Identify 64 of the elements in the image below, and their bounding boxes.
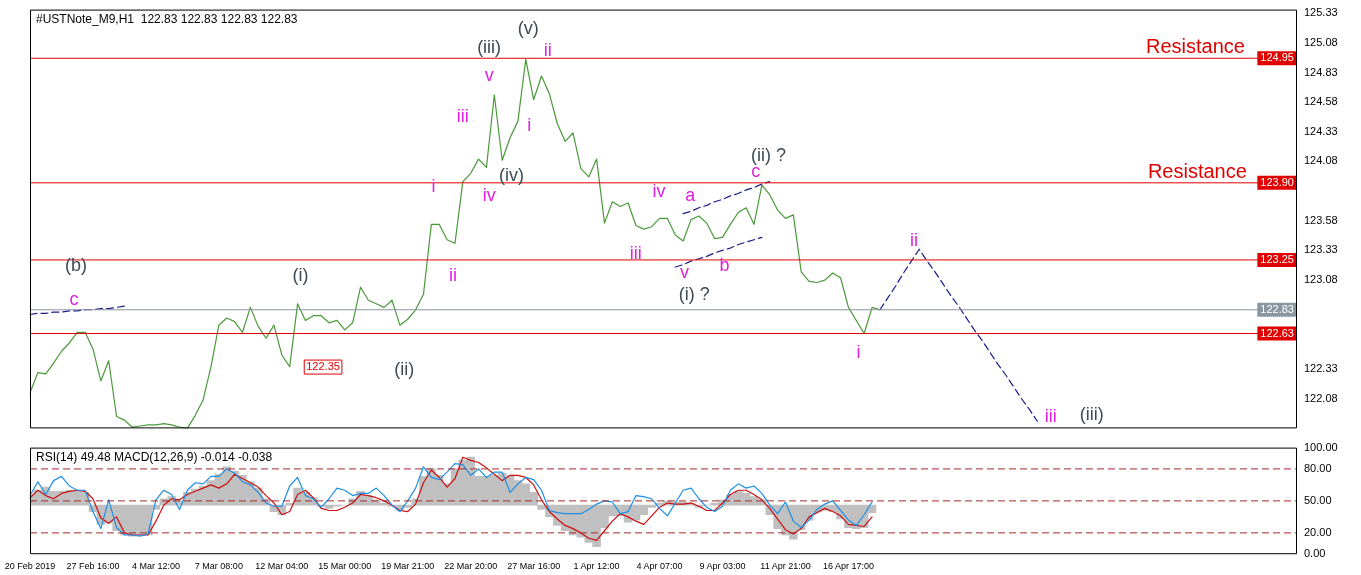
x-tick-label: 12 Mar 04:00: [255, 561, 309, 572]
ref-line-label: 122.83: [1260, 302, 1294, 315]
annotation: (ii): [394, 358, 415, 379]
x-tick-label: 1 Apr 12:00: [573, 561, 620, 572]
annotation: v: [484, 64, 494, 85]
annotation: (v): [517, 17, 539, 38]
annotation: v: [680, 262, 689, 283]
x-tick-label: 11 Apr 21:00: [760, 561, 811, 572]
y-tick-label: 125.33: [1304, 6, 1338, 19]
x-tick-label: 27 Mar 16:00: [507, 561, 561, 572]
x-tick-label: 20 Feb 2019: [4, 561, 56, 572]
y-tick-label: 100.00: [1304, 440, 1338, 453]
annotation: ii: [543, 39, 552, 60]
chart-title: RSI(14) 49.48 MACD(12,26,9) -0.014 -0.038: [36, 449, 273, 464]
annotation: iii: [1044, 405, 1057, 426]
x-tick-label: 15 Mar 00:00: [318, 561, 372, 572]
ref-line-label: 124.95: [1260, 51, 1294, 64]
annotation: (i): [292, 264, 309, 285]
y-tick-label: 0.00: [1304, 547, 1326, 560]
annotation: i: [431, 175, 436, 196]
x-tick-label: 27 Feb 16:00: [66, 561, 120, 572]
y-tick-label: 20.00: [1304, 525, 1332, 538]
annotation: ii: [910, 229, 919, 250]
y-tick-label: 80.00: [1304, 461, 1332, 474]
ref-line-label: 123.90: [1260, 175, 1294, 188]
x-tick-label: 4 Apr 07:00: [636, 561, 683, 572]
y-tick-label: 122.08: [1304, 391, 1338, 404]
y-tick-label: 123.33: [1304, 243, 1338, 256]
y-tick-label: 50.00: [1304, 493, 1332, 506]
chart-title: #USTNote_M9,H1 122.83 122.83 122.83 122.83: [36, 11, 298, 26]
x-tick-label: 22 Mar 20:00: [444, 561, 498, 572]
annotation: b: [719, 255, 730, 276]
annotation: Resistance: [1145, 35, 1245, 58]
x-tick-label: 4 Mar 12:00: [131, 561, 180, 572]
ref-line-label: 122.63: [1260, 326, 1294, 339]
x-tick-label: 9 Apr 03:00: [699, 561, 746, 572]
x-tick-label: 7 Mar 08:00: [194, 561, 243, 572]
annotation: iv: [652, 180, 666, 201]
annotation: ii: [448, 264, 457, 285]
y-tick-label: 122.33: [1304, 362, 1338, 375]
annotation: iii: [629, 242, 642, 263]
annotation: a: [685, 185, 697, 206]
annotation: i: [856, 341, 861, 362]
annotation: (iii): [1079, 403, 1104, 424]
y-tick-label: 123.08: [1304, 273, 1338, 286]
annotation: c: [69, 288, 79, 309]
y-tick-label: 125.08: [1304, 35, 1338, 48]
annotation: iii: [456, 105, 469, 126]
annotation: iv: [482, 185, 496, 206]
annotation: (iii): [477, 36, 502, 57]
y-tick-label: 124.08: [1304, 154, 1338, 167]
y-tick-label: 124.83: [1304, 65, 1338, 78]
x-tick-label: 19 Mar 21:00: [381, 561, 435, 572]
annotation: Resistance: [1147, 160, 1247, 183]
x-tick-label: 16 Apr 17:00: [822, 561, 874, 572]
y-tick-label: 123.58: [1304, 213, 1338, 226]
annotation: 122.35: [306, 360, 340, 373]
annotation: (iv): [499, 165, 525, 186]
annotation: (i) ?: [678, 284, 710, 305]
annotation: i: [527, 115, 532, 136]
annotation: (b): [64, 255, 87, 276]
y-tick-label: 124.58: [1304, 95, 1338, 108]
y-tick-label: 124.33: [1304, 124, 1338, 137]
ref-line-label: 123.25: [1260, 252, 1294, 265]
